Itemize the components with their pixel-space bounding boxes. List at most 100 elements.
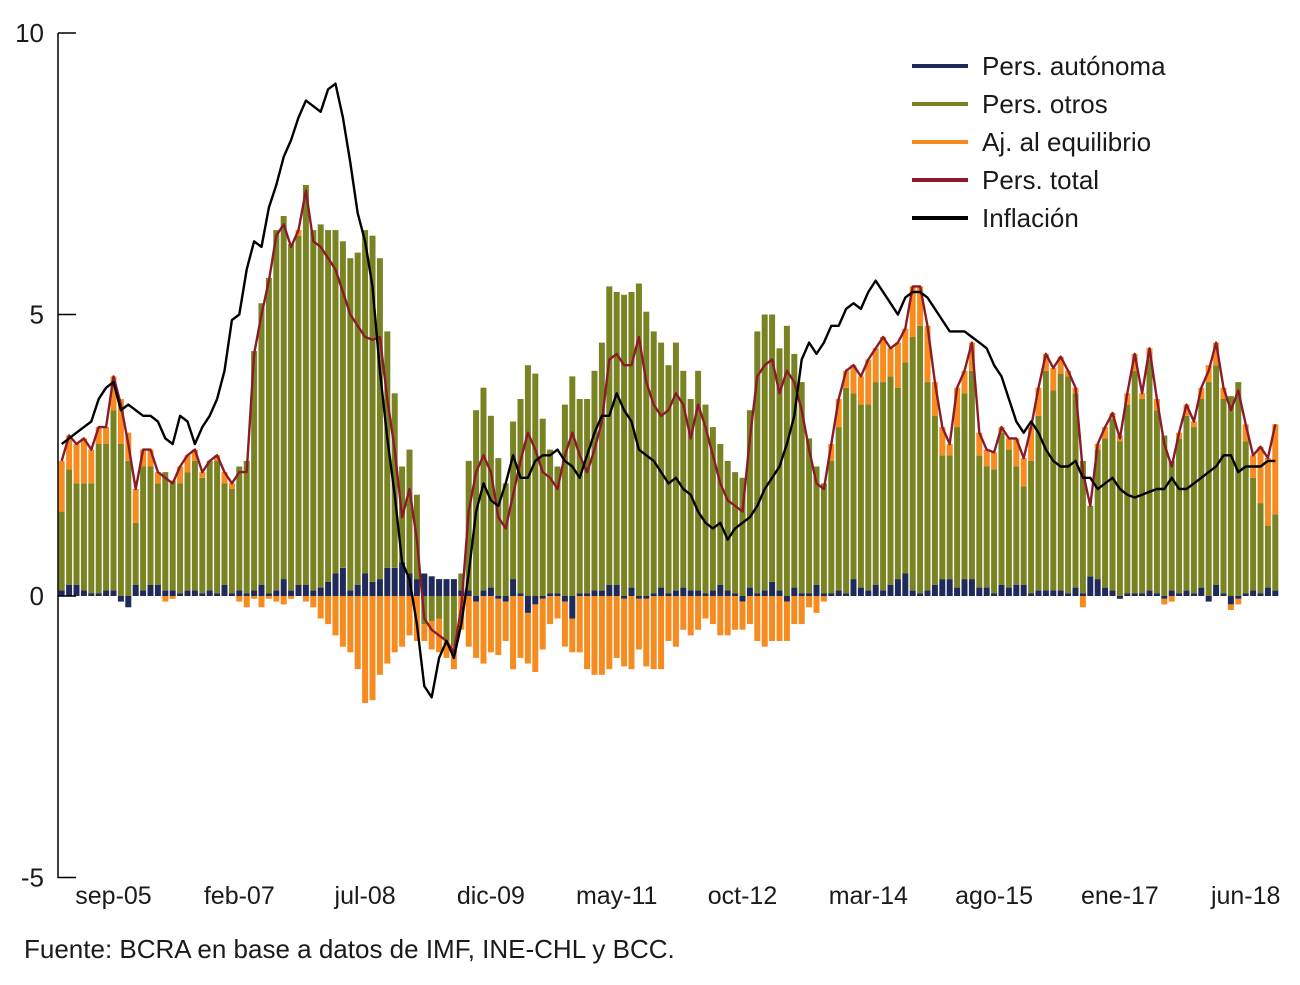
bar-pers-otros: [88, 483, 95, 594]
bar-pers-otros: [865, 404, 872, 591]
bar-pers-otros: [110, 410, 117, 591]
bar-aj-al-equilibrio: [635, 598, 642, 650]
bar-pers-autonoma: [902, 573, 909, 596]
bar-pers-autonoma: [1153, 593, 1160, 596]
bar-pers-autonoma: [658, 587, 665, 596]
bar-aj-al-equilibrio: [1168, 596, 1175, 602]
bar-pers-otros: [480, 387, 487, 591]
bar-aj-al-equilibrio: [140, 449, 147, 467]
bar-aj-al-equilibrio: [399, 596, 406, 647]
bar-aj-al-equilibrio: [147, 449, 154, 467]
bar-pers-autonoma: [754, 593, 761, 596]
bar-aj-al-equilibrio: [228, 483, 235, 489]
bar-pers-autonoma: [206, 590, 213, 596]
bar-pers-autonoma: [332, 573, 339, 596]
bar-pers-otros: [302, 185, 309, 585]
bar-pers-autonoma: [221, 584, 228, 596]
bar-pers-otros: [162, 472, 169, 591]
bar-aj-al-equilibrio: [798, 596, 805, 625]
bar-aj-al-equilibrio: [1183, 404, 1190, 416]
bar-pers-otros: [339, 241, 346, 568]
bar-pers-otros: [843, 387, 850, 594]
bar-pers-autonoma: [643, 596, 650, 599]
bar-pers-autonoma: [310, 590, 317, 596]
bar-pers-otros: [1072, 393, 1079, 588]
bar-aj-al-equilibrio: [643, 598, 650, 667]
bar-pers-otros: [924, 382, 931, 591]
bar-pers-otros: [702, 404, 709, 594]
bar-pers-autonoma: [265, 593, 272, 596]
bar-pers-otros: [732, 472, 739, 594]
bar-pers-autonoma: [125, 596, 132, 608]
bar-aj-al-equilibrio: [761, 596, 768, 647]
bar-pers-otros: [199, 477, 206, 594]
bar-pers-autonoma: [857, 587, 864, 596]
bar-pers-autonoma: [887, 584, 894, 596]
bar-pers-autonoma: [1198, 587, 1205, 596]
bar-pers-autonoma: [495, 596, 502, 599]
bar-pers-autonoma: [732, 593, 739, 596]
lines-layer: [60, 82, 1277, 699]
bar-aj-al-equilibrio: [384, 596, 391, 664]
bar-aj-al-equilibrio: [547, 596, 554, 625]
x-ticks: sep-05 feb-07 jul-08 dic-09 may-11 oct-12 mar-…: [75, 882, 1280, 910]
bar-aj-al-equilibrio: [199, 472, 206, 478]
bar-pers-autonoma: [709, 590, 716, 596]
bar-pers-otros: [1161, 435, 1168, 596]
bar-aj-al-equilibrio: [117, 399, 124, 444]
bar-pers-autonoma: [791, 587, 798, 596]
bar-aj-al-equilibrio: [251, 596, 258, 599]
bar-pers-otros: [1124, 404, 1131, 594]
bar-aj-al-equilibrio: [983, 449, 990, 467]
bar-pers-otros: [1050, 390, 1057, 591]
legend-item-inflacion: Inflación: [912, 203, 1079, 233]
bar-pers-otros: [1146, 359, 1153, 591]
bar-pers-otros: [251, 351, 258, 591]
bar-pers-autonoma: [117, 596, 124, 602]
bar-pers-autonoma: [569, 596, 576, 619]
bar-pers-otros: [80, 483, 87, 591]
bar-aj-al-equilibrio: [273, 596, 280, 602]
bar-pers-otros: [902, 362, 909, 574]
bar-pers-otros: [946, 455, 953, 580]
bar-pers-autonoma: [724, 590, 731, 596]
bar-pers-autonoma: [140, 590, 147, 596]
bar-pers-autonoma: [1042, 590, 1049, 596]
bar-aj-al-equilibrio: [480, 596, 487, 664]
bar-pers-autonoma: [776, 590, 783, 596]
bar-pers-otros: [73, 483, 80, 585]
bar-pers-otros: [857, 404, 864, 588]
bar-pers-otros: [539, 418, 546, 596]
bar-pers-otros: [147, 466, 154, 585]
bar-pers-otros: [961, 393, 968, 580]
y-tick-label: 0: [30, 581, 44, 611]
x-tick-label: ene-17: [1081, 882, 1159, 910]
bar-pers-otros: [872, 382, 879, 585]
bar-pers-otros: [406, 449, 413, 574]
bar-pers-otros: [1131, 370, 1138, 594]
bar-aj-al-equilibrio: [746, 596, 753, 625]
bar-pers-otros: [1153, 410, 1160, 594]
bar-aj-al-equilibrio: [532, 604, 539, 672]
bar-pers-otros: [450, 596, 457, 647]
bar-pers-autonoma: [73, 584, 80, 596]
bar-pers-otros: [554, 466, 561, 594]
bar-pers-autonoma: [288, 590, 295, 596]
bar-pers-otros: [1183, 415, 1190, 591]
bar-aj-al-equilibrio: [58, 460, 65, 512]
bar-aj-al-equilibrio: [1050, 368, 1057, 391]
bar-aj-al-equilibrio: [917, 286, 924, 326]
bar-aj-al-equilibrio: [717, 596, 724, 636]
bar-aj-al-equilibrio: [709, 596, 716, 625]
bar-aj-al-equilibrio: [191, 449, 198, 461]
bar-aj-al-equilibrio: [332, 596, 339, 636]
bar-pers-autonoma: [806, 593, 813, 596]
source-note: Fuente: BCRA en base a datos de IMF, INE…: [24, 934, 675, 964]
bar-pers-otros: [1235, 382, 1242, 596]
bar-pers-autonoma: [702, 593, 709, 596]
line-pers-total: [60, 189, 1277, 654]
bar-pers-autonoma: [258, 584, 265, 596]
bar-pers-autonoma: [443, 579, 450, 596]
bar-pers-otros: [1028, 460, 1035, 594]
bar-aj-al-equilibrio: [162, 596, 169, 602]
